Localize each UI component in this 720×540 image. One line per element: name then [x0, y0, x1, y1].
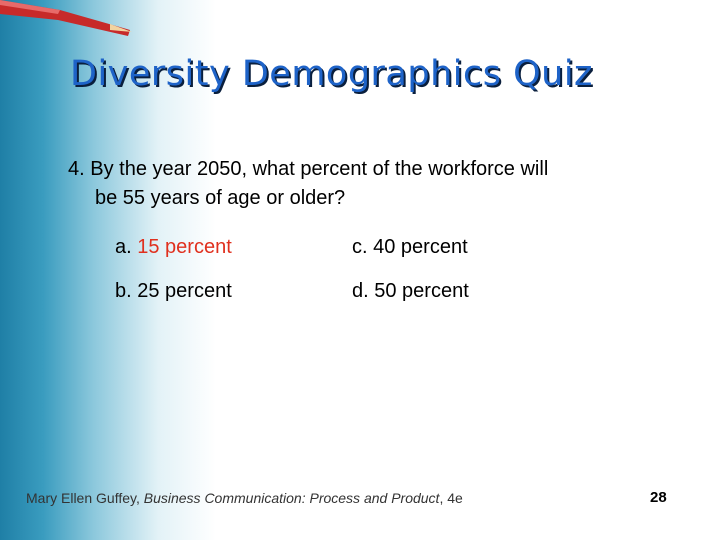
option-text: 50 percent — [374, 280, 469, 302]
question-line: 4. By the year 2050, what percent of the… — [68, 158, 548, 181]
option: a. 15 percent — [115, 236, 232, 259]
pencil-icon — [0, 0, 132, 36]
option-letter: c. — [352, 236, 368, 258]
question-text: be 55 years of age or older? — [95, 187, 346, 209]
option-letter: d. — [352, 280, 369, 302]
option-text: 40 percent — [373, 236, 468, 258]
title: Diversity Demographics Quiz — [70, 54, 593, 94]
option-text: 15 percent — [137, 236, 232, 258]
option: c. 40 percent — [352, 236, 468, 259]
page-number: 28 — [650, 489, 667, 506]
question-text: By the year 2050, what percent of the wo… — [90, 158, 549, 180]
option: d. 50 percent — [352, 280, 469, 303]
option: b. 25 percent — [115, 280, 232, 303]
footer-book: Business Communication: Process and Prod… — [143, 490, 440, 506]
footer-author: Mary Ellen Guffey, — [26, 490, 144, 506]
footer: Mary Ellen Guffey, Business Communicatio… — [26, 490, 463, 506]
option-text: 25 percent — [137, 280, 232, 302]
question-number: 4. — [68, 158, 85, 180]
option-letter: a. — [115, 236, 132, 258]
option-letter: b. — [115, 280, 132, 302]
footer-edition: , 4e — [439, 490, 463, 506]
